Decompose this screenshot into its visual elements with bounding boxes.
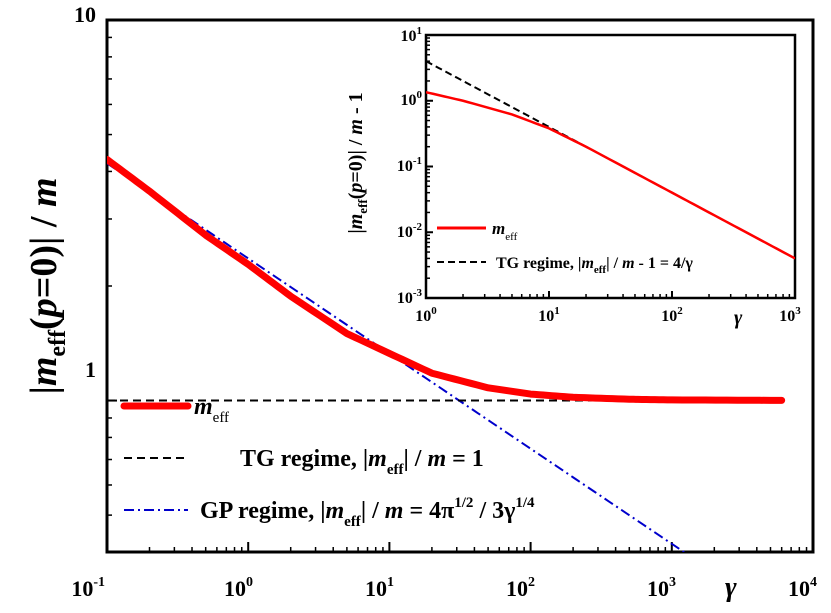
main-legend-label-gp: GP regime, |meff| / m = 4π1/2 / 3γ1/4 — [200, 495, 535, 530]
inset-ytick-label-2: 10-1 — [397, 155, 422, 175]
inset-plot-background — [426, 35, 795, 298]
main-xtick-labels: 10-1 100 101 102 103 104 — [71, 575, 817, 601]
main-x-ticks — [106, 542, 814, 552]
main-y-ticks — [107, 19, 117, 553]
inset-y-ticks — [426, 34, 433, 299]
inset-legend: meff TG regime, |meff| / m - 1 = 4/γ — [437, 219, 693, 276]
main-xtick-label-2: 101 — [365, 575, 394, 601]
main-xtick-label-5: 104 — [788, 575, 817, 601]
inset-ytick-labels: 10-3 10-2 10-1 100 101 — [397, 25, 423, 307]
main-y-axis-label: |meff(p=0)| / m — [23, 177, 71, 394]
inset-legend-label-meff: meff — [492, 219, 518, 243]
main-x-axis-label: γ — [725, 572, 737, 603]
main-xtick-label-3: 102 — [506, 575, 535, 601]
main-ytick-label-10: 10 — [74, 2, 96, 27]
inset-y-axis-label: |meff(p=0)| / m - 1 — [345, 92, 370, 233]
inset-ytick-label-3: 100 — [401, 89, 423, 109]
inset-series-group — [426, 60, 795, 260]
inset-x-axis-label: γ — [734, 307, 743, 329]
main-series-meff — [107, 155, 786, 404]
main-series-group — [107, 155, 786, 552]
inset-ytick-label-4: 101 — [401, 25, 423, 45]
main-ytick-label-1: 1 — [85, 357, 96, 382]
main-legend: meff TG regime, |meff| / m = 1 GP regime… — [120, 394, 535, 530]
inset-xtick-label-3: 103 — [779, 305, 801, 325]
inset-xtick-label-0: 100 — [415, 305, 437, 325]
inset-xtick-labels: 100 101 102 103 — [415, 305, 801, 325]
inset-series-meff — [426, 90, 795, 260]
main-legend-label-tg: TG regime, |meff| / m = 1 — [240, 446, 484, 478]
inset-x-ticks — [425, 291, 796, 298]
main-plot: 10 1 10-1 100 101 102 103 104 γ |meff(p=… — [23, 2, 817, 603]
main-xtick-label-4: 103 — [647, 575, 676, 601]
main-xtick-label-0: 10-1 — [71, 575, 105, 601]
main-legend-label-meff: meff — [194, 394, 229, 426]
inset-legend-label-tg: TG regime, |meff| / m - 1 = 4/γ — [496, 255, 693, 276]
inset-xtick-label-2: 102 — [661, 305, 683, 325]
inset-ytick-label-0: 10-3 — [397, 287, 423, 307]
inset-plot: 10-3 10-2 10-1 100 101 100 101 102 103 γ… — [345, 25, 801, 329]
main-xtick-label-1: 100 — [224, 575, 253, 601]
inset-ytick-label-1: 10-2 — [397, 221, 423, 241]
inset-xtick-label-1: 101 — [538, 305, 560, 325]
